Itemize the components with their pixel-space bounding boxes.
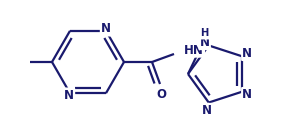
Text: N: N xyxy=(202,104,212,117)
Text: N: N xyxy=(64,89,74,102)
Text: N: N xyxy=(242,47,252,60)
Text: N: N xyxy=(242,88,252,101)
Text: N: N xyxy=(101,22,111,35)
Text: HN: HN xyxy=(184,43,204,57)
Text: O: O xyxy=(156,87,166,100)
Text: H: H xyxy=(201,29,209,38)
Text: N: N xyxy=(200,36,210,49)
